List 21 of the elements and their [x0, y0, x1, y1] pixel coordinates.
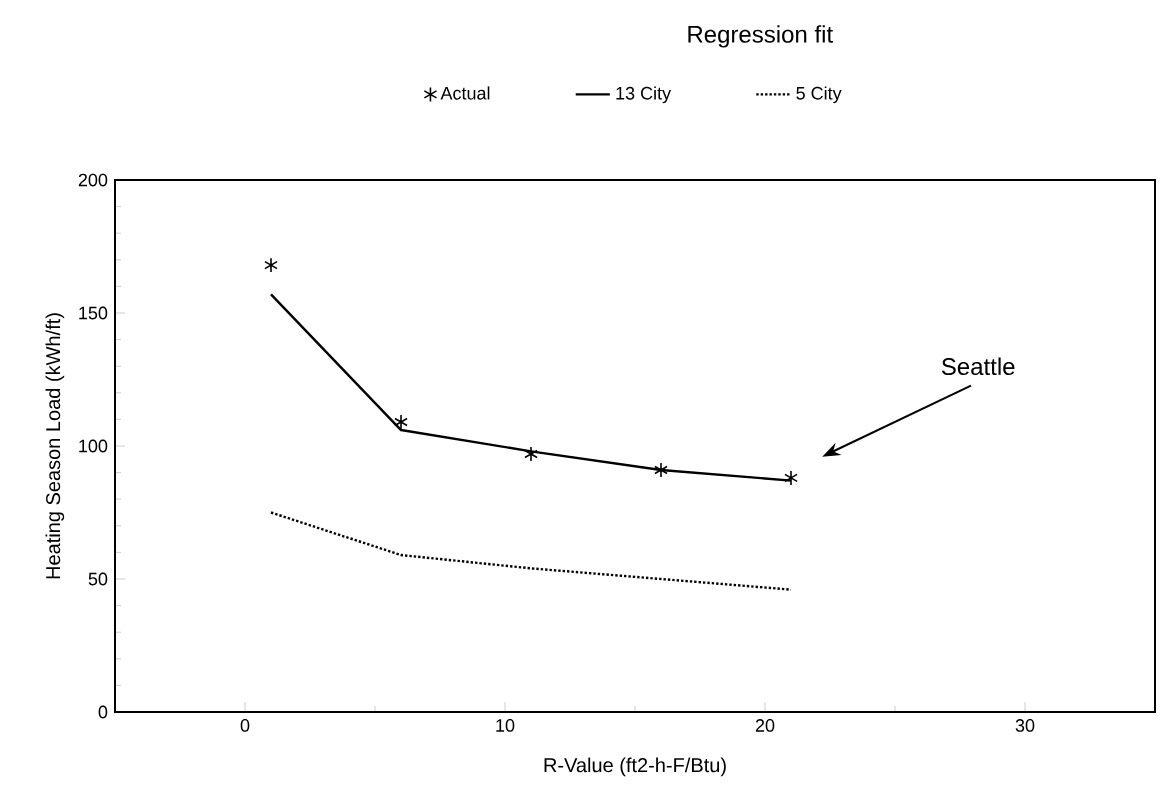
- legend-title: Regression fit: [688, 25, 833, 48]
- point: [654, 462, 668, 478]
- y-tick-label: 0: [98, 705, 108, 719]
- y-tick-label: 100: [79, 439, 108, 453]
- y-tick-label: 150: [79, 306, 108, 320]
- x-tick-label: 20: [755, 719, 775, 732]
- x-tick-label: 30: [1015, 719, 1035, 732]
- annotation: Seattle: [941, 357, 1015, 376]
- x-axis-title: R-Value (ft2-h-F/Btu): [544, 757, 726, 777]
- legend-label: Actual: [440, 86, 490, 100]
- y-axis-title: Heating Season Load (kWh/ft): [45, 313, 65, 579]
- y-tick-label: 50: [88, 572, 108, 586]
- point: [784, 470, 798, 486]
- point: [264, 257, 278, 273]
- point: [524, 446, 538, 462]
- point: [394, 414, 408, 430]
- x-tick-label: 10: [496, 719, 515, 732]
- x-tick-label: 0: [240, 719, 250, 732]
- legend-label: 13 City: [616, 86, 672, 104]
- y-tick-label: 200: [78, 173, 108, 187]
- legend-label: 5 City: [796, 86, 842, 104]
